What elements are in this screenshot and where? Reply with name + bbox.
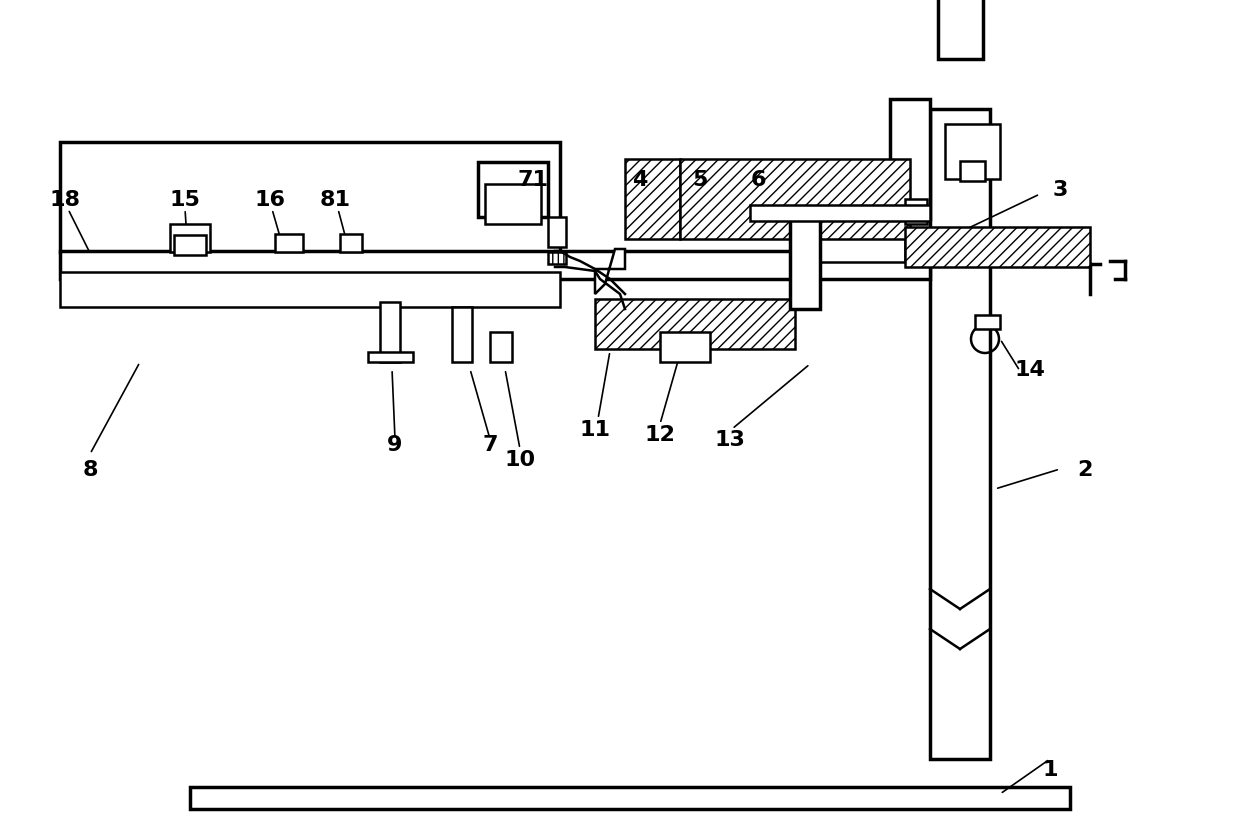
Bar	[750, 206, 930, 222]
Bar	[340, 235, 362, 252]
Text: 10: 10	[505, 450, 536, 470]
Bar	[190, 787, 1070, 809]
Text: 8: 8	[82, 460, 98, 479]
Bar	[60, 252, 930, 280]
Text: 11: 11	[579, 420, 610, 440]
Text: 9: 9	[387, 435, 403, 455]
Bar	[275, 235, 303, 252]
Text: 2: 2	[1078, 460, 1092, 479]
Bar	[170, 225, 210, 252]
Bar	[905, 227, 1090, 268]
Bar	[60, 143, 560, 252]
Text: 16: 16	[254, 190, 285, 210]
Bar	[975, 316, 999, 329]
Bar	[790, 220, 820, 309]
Bar	[595, 299, 795, 349]
Bar	[490, 333, 512, 363]
Text: 14: 14	[1014, 359, 1045, 380]
Text: 7: 7	[482, 435, 497, 455]
Text: 1: 1	[1043, 759, 1058, 779]
Bar	[453, 308, 472, 363]
Text: 81: 81	[320, 190, 351, 210]
Bar	[174, 236, 206, 256]
Bar	[680, 160, 910, 240]
Text: 5: 5	[692, 170, 708, 190]
Bar	[379, 303, 401, 363]
Text: 3: 3	[1053, 180, 1068, 200]
Text: 13: 13	[714, 430, 745, 450]
Bar	[625, 160, 680, 240]
Text: 18: 18	[50, 190, 81, 210]
Bar	[368, 353, 413, 363]
Text: 71: 71	[517, 170, 548, 190]
Bar	[548, 217, 565, 247]
Bar	[60, 273, 560, 308]
Bar	[890, 99, 930, 220]
Bar	[477, 163, 548, 217]
Bar	[548, 252, 565, 265]
Bar	[660, 333, 711, 363]
Bar	[930, 110, 990, 759]
Bar	[945, 125, 999, 180]
Bar	[960, 162, 985, 181]
Bar	[820, 212, 905, 263]
Bar	[485, 185, 541, 225]
Text: 4: 4	[632, 170, 647, 190]
Bar	[905, 200, 928, 225]
Polygon shape	[595, 250, 625, 294]
Text: 12: 12	[645, 425, 676, 445]
Text: 6: 6	[750, 170, 766, 190]
Bar	[937, 0, 983, 60]
Text: 15: 15	[170, 190, 201, 210]
